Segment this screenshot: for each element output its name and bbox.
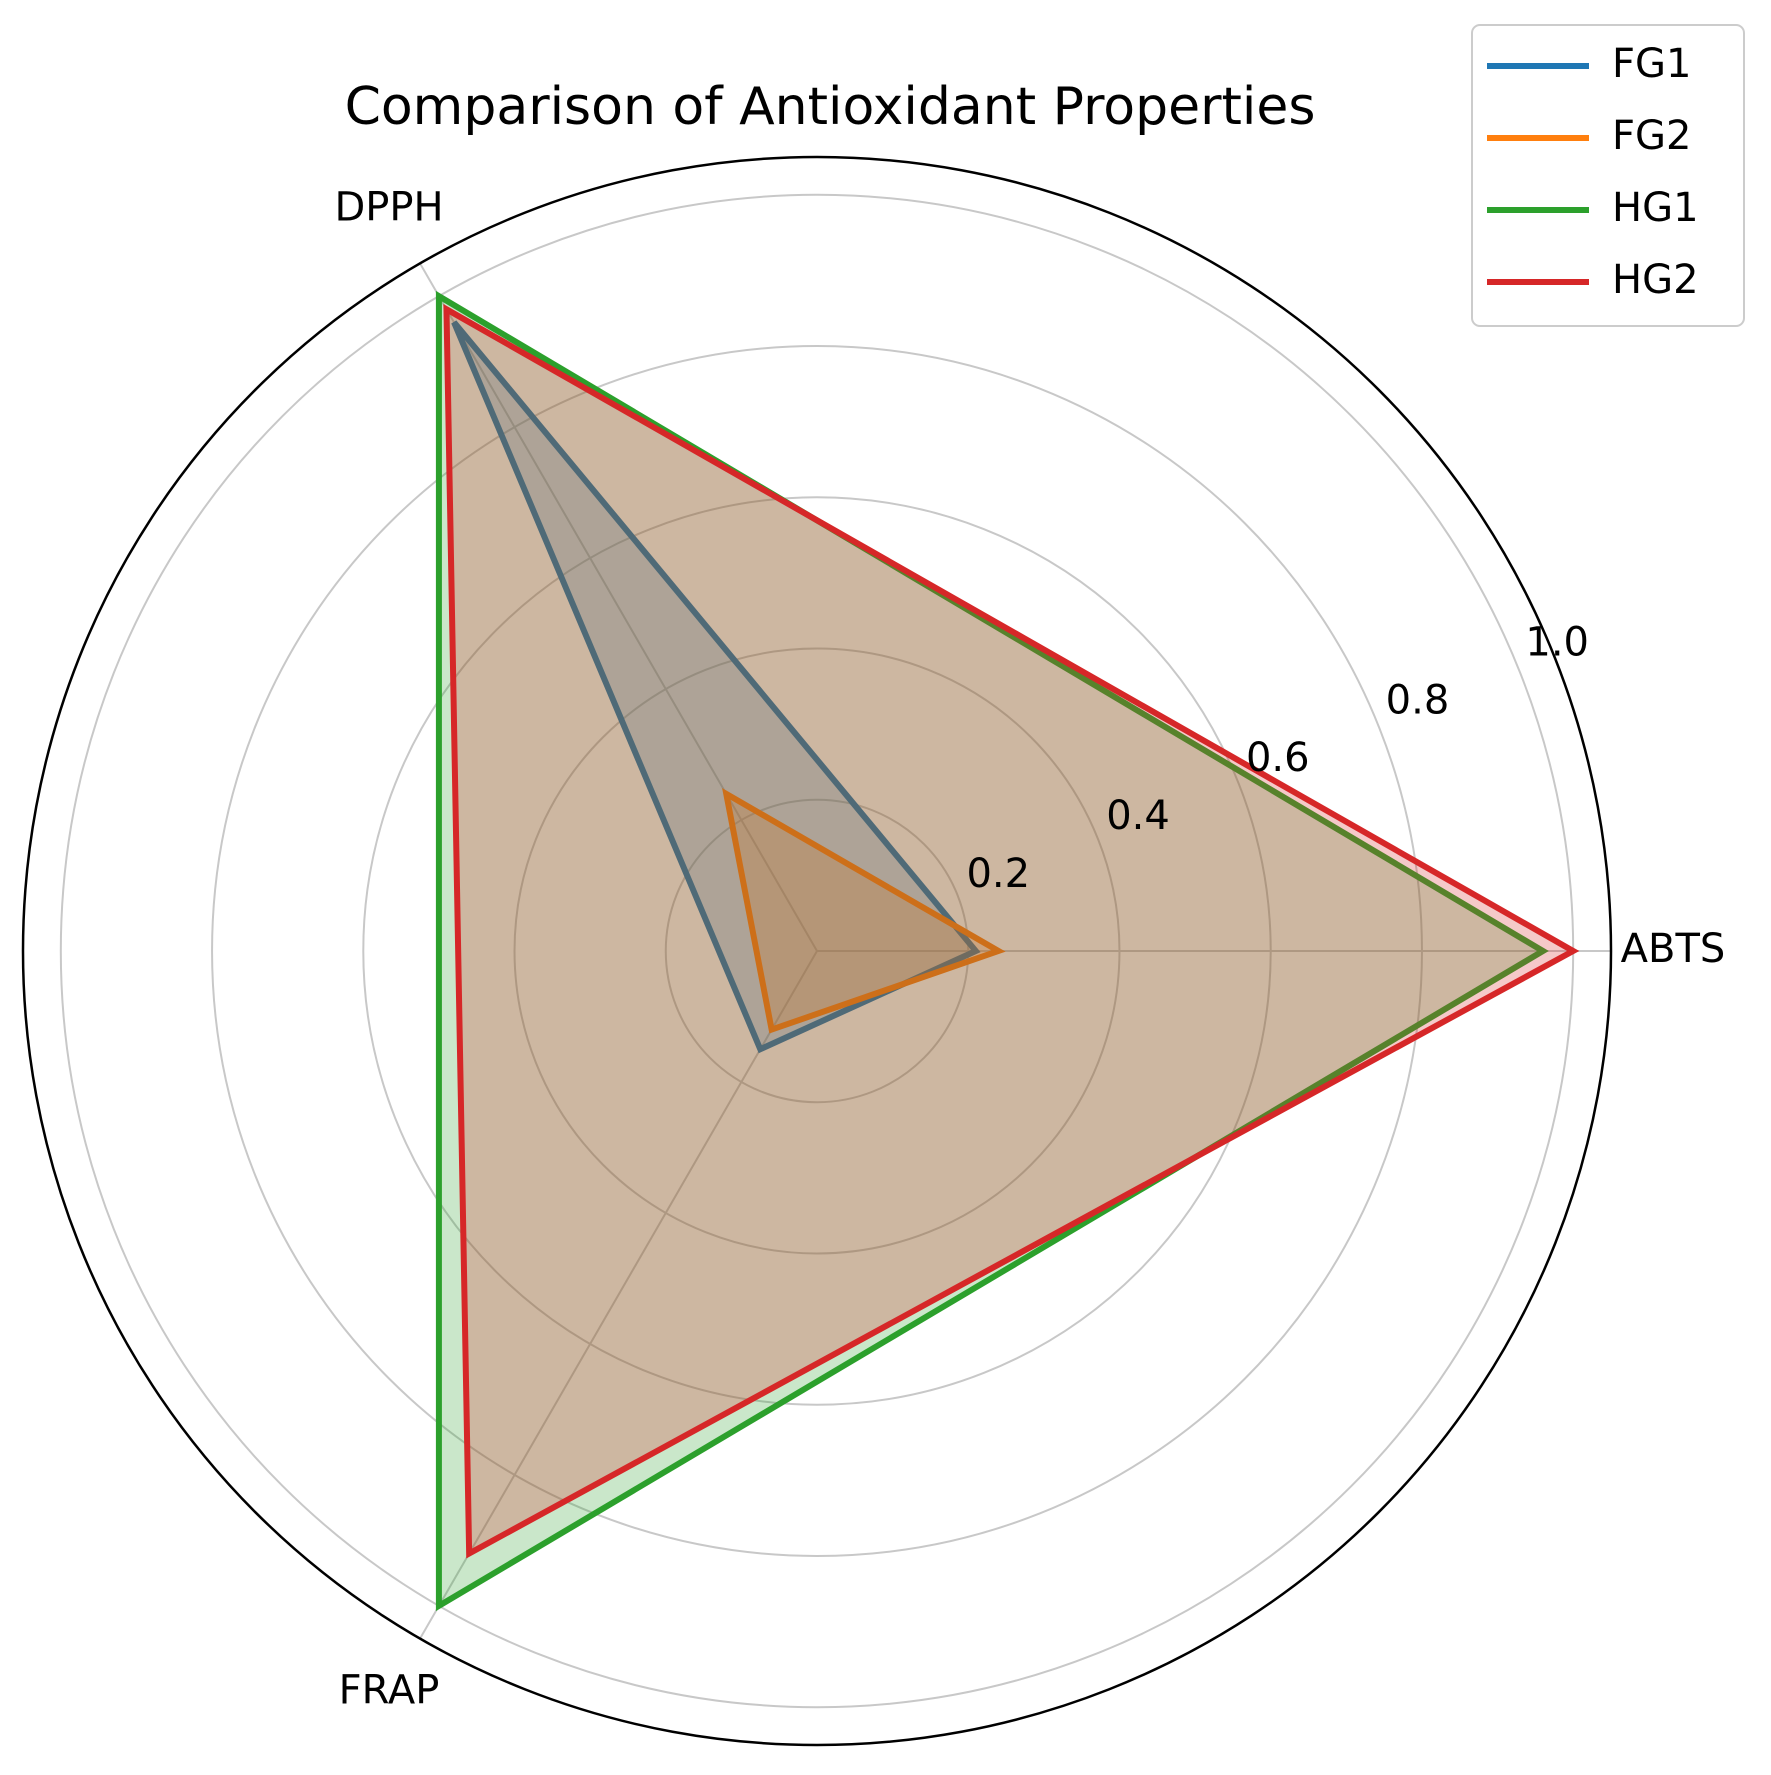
r-tick-label: 0.8 bbox=[1386, 677, 1450, 723]
legend-label: FG1 bbox=[1612, 41, 1691, 87]
grid-spoke bbox=[419, 950, 818, 1640]
r-tick-label: 0.2 bbox=[966, 851, 1030, 897]
r-tick-label: 1.0 bbox=[1525, 619, 1589, 665]
category-label: DPPH bbox=[334, 185, 443, 231]
legend-label: HG1 bbox=[1612, 185, 1699, 231]
legend-box bbox=[1471, 24, 1745, 327]
chart-title: Comparison of Antioxidant Properties bbox=[345, 77, 1316, 137]
series-area bbox=[722, 787, 1006, 1034]
outer-ring bbox=[21, 155, 1613, 1747]
series-area bbox=[451, 320, 981, 1054]
legend-label: FG2 bbox=[1612, 113, 1691, 159]
category-label: ABTS bbox=[1621, 926, 1726, 972]
r-tick-label: 0.6 bbox=[1246, 735, 1310, 781]
series-area bbox=[443, 304, 1580, 1559]
legend-label: HG2 bbox=[1612, 257, 1699, 303]
r-tick-label: 0.4 bbox=[1106, 793, 1170, 839]
series-area bbox=[435, 290, 1549, 1612]
grid-spoke bbox=[419, 262, 818, 952]
category-label: FRAP bbox=[339, 1667, 440, 1713]
